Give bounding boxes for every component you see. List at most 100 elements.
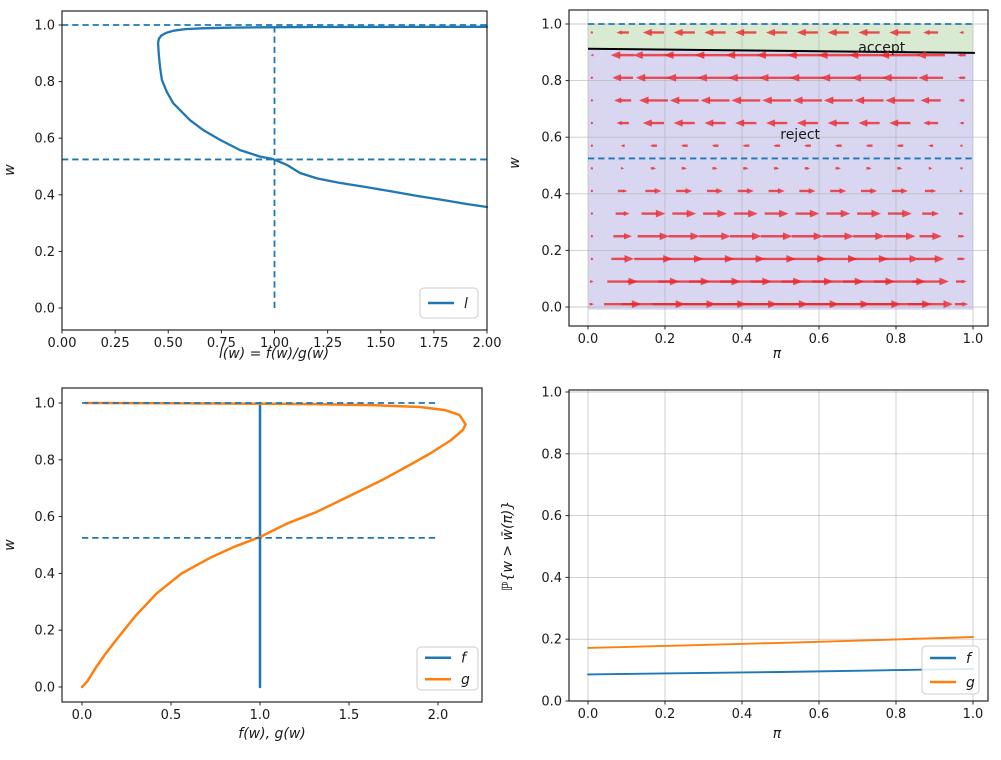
y-tick-label: 0.8 xyxy=(541,74,562,89)
x-tick-label: 0.4 xyxy=(732,707,753,722)
quiver-arrow-head xyxy=(752,232,762,241)
quiver-arrow-head xyxy=(762,96,772,105)
quiver-arrow-head xyxy=(837,167,841,170)
quiver-arrow-head xyxy=(685,188,693,194)
quiver-arrow-head xyxy=(787,51,797,60)
x-tick-label: 0.75 xyxy=(207,336,236,351)
quiver-arrow-head xyxy=(716,188,724,194)
y-axis-label: w xyxy=(2,164,18,176)
quiver-arrow-head xyxy=(624,233,632,240)
quiver-arrow-head xyxy=(909,254,920,263)
x-tick-label: 0.6 xyxy=(809,707,830,722)
quiver-arrow-head xyxy=(673,119,683,127)
y-tick-label: 0.8 xyxy=(541,447,562,462)
quiver-arrow-head xyxy=(714,167,718,170)
x-tick-label: 2.0 xyxy=(428,708,449,723)
quiver-arrow-head xyxy=(840,209,851,218)
quiver-arrow-head xyxy=(958,99,962,102)
y-tick-label: 0.4 xyxy=(541,187,562,202)
quiver-arrow-head xyxy=(865,144,869,147)
x-axis-label: l(w) = f(w)/g(w) xyxy=(219,346,329,362)
quiver-arrow-head xyxy=(918,73,928,82)
quiver-arrow-head xyxy=(929,167,933,170)
x-tick-label: 0.25 xyxy=(101,336,130,351)
quiver-arrow-head xyxy=(889,119,899,127)
y-axis-label: w xyxy=(2,539,18,551)
quiver-arrow-head xyxy=(717,209,727,218)
annotation-accept: accept xyxy=(858,40,905,56)
quiver-arrow-head xyxy=(745,167,749,170)
y-axis-label: ℙ{w > w̄(π)} xyxy=(500,501,516,592)
quiver-dot xyxy=(590,76,594,79)
quiver-arrow-head xyxy=(839,188,847,194)
quiver-dot xyxy=(590,189,594,193)
y-tick-label: 0.2 xyxy=(541,633,562,648)
quiver-arrow-head xyxy=(932,232,942,241)
x-tick-label: 1.0 xyxy=(963,332,984,347)
quiver-arrow-head xyxy=(809,209,820,218)
quiver-dot xyxy=(590,235,594,238)
x-tick-label: 0.0 xyxy=(578,332,599,347)
quiver-arrow-head xyxy=(782,232,793,241)
x-tick-label: 1.25 xyxy=(313,336,342,351)
quiver-dot xyxy=(590,121,594,125)
quiver-arrow-head xyxy=(957,53,961,57)
y-tick-label: 0.0 xyxy=(34,302,55,317)
x-tick-label: 0.0 xyxy=(72,708,93,723)
y-tick-label: 1.0 xyxy=(34,19,55,34)
quiver-arrow-head xyxy=(796,28,806,37)
quiver-arrow-head xyxy=(735,28,745,37)
quiver-arrow-head xyxy=(616,30,622,35)
subplot-tail-probability: 0.0 0.2 0.4 0.6 0.8 1.0 0.0 0.2 0.4 0.6 0.8 1.0 π ℙ{w… xyxy=(500,386,989,742)
quiver-arrow-head xyxy=(818,51,828,60)
quiver-arrow-head xyxy=(779,209,789,218)
quiver-arrow-head xyxy=(766,28,775,37)
quiver-arrow-head xyxy=(620,144,624,147)
quiver-arrow-head xyxy=(776,167,780,170)
quiver-arrow-head xyxy=(931,210,940,217)
quiver-arrow-head xyxy=(659,232,670,241)
quiver-dot xyxy=(590,257,594,261)
region-reject xyxy=(588,48,973,310)
quiver-arrow-head xyxy=(923,120,930,126)
y-tick-label: 0.4 xyxy=(34,567,55,582)
quiver-arrow-head xyxy=(906,232,916,241)
y-tick-label: 0.6 xyxy=(541,509,562,524)
quiver-arrow-head xyxy=(934,254,945,263)
quiver-arrow-head xyxy=(633,51,643,60)
x-tick-label: 0.50 xyxy=(154,336,183,351)
quiver-arrow-head xyxy=(896,144,900,147)
quiver-arrow-head xyxy=(614,97,622,104)
legend-entry-label: f xyxy=(461,651,468,667)
quiver-arrow-head xyxy=(758,73,769,82)
quiver-arrow-head xyxy=(711,144,715,147)
x-tick-label: 1.0 xyxy=(963,707,984,722)
quiver-arrow-head xyxy=(962,279,967,284)
y-tick-label: 0.0 xyxy=(541,301,562,316)
y-tick-label: 0.0 xyxy=(541,695,562,710)
quiver-arrow-head xyxy=(747,188,754,194)
quiver-arrow-head xyxy=(683,167,687,170)
quiver-arrow-head xyxy=(666,73,677,82)
quiver-arrow-head xyxy=(680,144,684,147)
y-tick-label: 1.0 xyxy=(541,18,562,33)
x-tick-label: 1.0 xyxy=(250,708,271,723)
y-tick-label: 0.4 xyxy=(541,571,562,586)
quiver-arrow-head xyxy=(704,119,714,127)
quiver-arrow-head xyxy=(697,73,707,82)
quiver-arrow-head xyxy=(725,51,736,60)
quiver-arrow-head xyxy=(813,232,824,241)
quiver-arrow-head xyxy=(623,211,630,217)
quiver-arrow-head xyxy=(827,28,837,37)
quiver-arrow-head xyxy=(653,167,657,170)
quiver-arrow-head xyxy=(635,73,646,82)
curve-l xyxy=(156,25,489,209)
quiver-arrow-head xyxy=(612,74,621,82)
quiver-arrow-head xyxy=(796,119,806,127)
quiver-arrow-head xyxy=(694,51,705,60)
quiver-arrow-head xyxy=(943,300,954,309)
quiver-arrow-head xyxy=(885,96,895,105)
quiver-arrow-head xyxy=(875,232,885,241)
quiver-arrow-head xyxy=(655,209,666,218)
